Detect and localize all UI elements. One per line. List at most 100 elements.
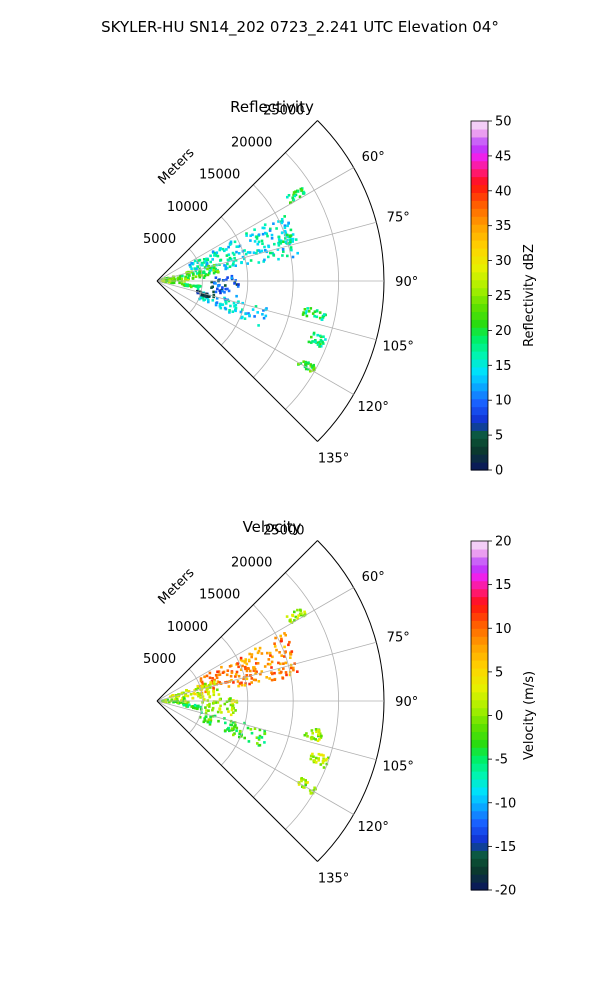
echo-gate (227, 253, 231, 256)
angle-tick-label: 120° (358, 400, 389, 415)
echo-gate (304, 311, 307, 315)
echo-gate (190, 262, 193, 265)
echo-gate (255, 736, 259, 739)
echo-gate (239, 310, 243, 314)
echo-gate (243, 661, 247, 664)
echo-gate (219, 258, 223, 262)
echo-gate (266, 662, 270, 666)
colorbar-tick-label: 30 (495, 254, 512, 269)
echo-gate (313, 340, 317, 344)
echo-region (182, 282, 202, 291)
echo-gate (241, 255, 245, 259)
echo-gate (261, 242, 264, 245)
echo-gate (233, 282, 236, 285)
echo-gate (248, 674, 252, 677)
echo-gate (273, 642, 276, 645)
echo-region (201, 697, 239, 717)
echo-gate (238, 682, 242, 685)
echo-gate (322, 754, 325, 757)
echo-gate (256, 662, 260, 665)
angle-tick-label: 60° (362, 570, 385, 585)
echo-gate (250, 731, 254, 735)
echo-gate (250, 677, 254, 680)
colorbar-tick-label: 5 (495, 429, 503, 444)
echo-gate (327, 756, 330, 760)
colorbar-segment (471, 636, 488, 645)
velocity-radial-ticks: 5000 10000 15000 20000 25000 (143, 524, 304, 667)
radial-tick-label: 25000 (263, 104, 304, 119)
colorbar-tick-label: 20 (495, 324, 512, 339)
echo-gate (284, 240, 287, 243)
colorbar-tick-label: 10 (495, 622, 512, 637)
colorbar-segment (471, 652, 488, 661)
echo-gate (269, 654, 272, 657)
echo-gate (196, 684, 200, 688)
velocity-colorbar-label: Velocity (m/s) (522, 671, 537, 760)
echo-gate (258, 646, 262, 650)
echo-gate (211, 250, 215, 253)
colorbar-segment (471, 121, 488, 130)
echo-gate (213, 678, 216, 682)
colorbar-segment (471, 343, 488, 352)
echo-gate (260, 736, 264, 739)
echo-gate (176, 701, 179, 704)
echo-gate (182, 702, 185, 706)
echo-gate (199, 705, 203, 709)
echo-gate (283, 651, 287, 654)
echo-gate (317, 730, 321, 734)
echo-gate (257, 261, 261, 264)
echo-gate (181, 274, 184, 278)
echo-gate (288, 640, 291, 644)
colorbar-segment (471, 239, 488, 249)
echo-gate (230, 723, 234, 727)
colorbar-segment (471, 612, 488, 621)
echo-gate (245, 234, 248, 237)
echo-gate (258, 734, 262, 738)
echo-gate (313, 366, 316, 370)
reflectivity-polar-grid (156, 120, 385, 442)
echo-gate (237, 252, 241, 255)
colorbar-segment (471, 731, 488, 740)
echo-gate (219, 306, 223, 310)
echo-gate (257, 649, 261, 653)
echo-gate (173, 698, 177, 701)
echo-gate (226, 266, 229, 270)
colorbar-segment (471, 620, 488, 629)
colorbar-tick-label: -5 (495, 753, 508, 768)
colorbar-segment (471, 319, 488, 328)
echo-gate (232, 727, 235, 731)
colorbar-segment (471, 596, 488, 606)
echo-gate (170, 698, 174, 702)
echo-gate (168, 700, 171, 704)
colorbar-tick-label: 10 (495, 394, 512, 409)
echo-gate (234, 673, 238, 676)
angle-tick-label: 120° (358, 820, 389, 835)
colorbar-segment (471, 715, 488, 725)
echo-gate (261, 313, 264, 316)
echo-gate (194, 269, 198, 273)
echo-gate (215, 301, 219, 304)
echo-gate (215, 676, 219, 680)
echo-gate (201, 296, 205, 300)
echo-gate (226, 728, 229, 731)
echo-gate (229, 674, 233, 678)
echo-gate (234, 306, 238, 310)
echo-gate (249, 239, 252, 242)
reflectivity-angle-ticks: 60° 75° 90° 105° 120° 135° (318, 150, 418, 466)
echo-gate (235, 283, 239, 286)
echo-gate (168, 695, 172, 699)
echo-gate (256, 242, 260, 246)
echo-gate (198, 258, 202, 262)
echo-gate (243, 257, 246, 261)
echo-gate (248, 682, 251, 686)
echo-gate (212, 295, 215, 299)
echo-gate (205, 296, 209, 300)
echo-gate (264, 314, 268, 318)
echo-gate (164, 699, 168, 702)
echo-gate (284, 661, 288, 665)
velocity-angle-ticks: 60° 75° 90° 105° 120° 135° (318, 570, 418, 887)
echo-gate (226, 707, 229, 711)
echo-gate (316, 739, 320, 742)
echo-gate (250, 681, 253, 684)
